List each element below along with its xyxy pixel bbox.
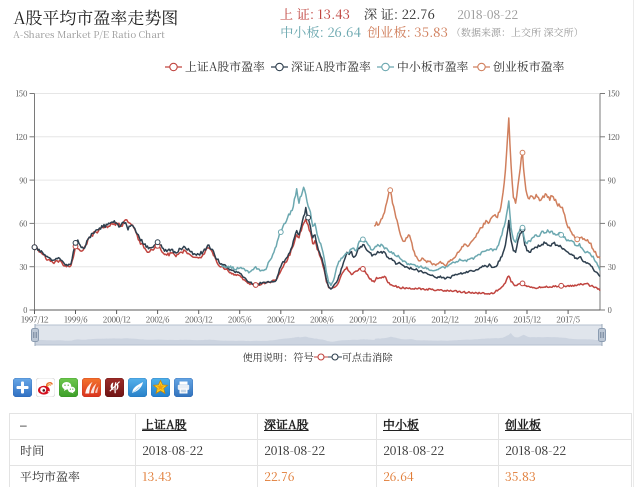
svg-text:2003/12: 2003/12: [185, 313, 213, 325]
svg-text:2008/6: 2008/6: [310, 313, 334, 325]
svg-text:0: 0: [23, 304, 27, 316]
svg-text:2002/6: 2002/6: [146, 313, 170, 325]
svg-text:2000/12: 2000/12: [103, 313, 131, 325]
svg-text:1997/12: 1997/12: [21, 313, 49, 325]
svg-text:2006/12: 2006/12: [267, 313, 295, 325]
svg-text:2009/12: 2009/12: [349, 313, 377, 325]
svg-text:1999/6: 1999/6: [64, 313, 88, 325]
svg-text:90: 90: [19, 174, 27, 186]
svg-text:2017/5: 2017/5: [556, 313, 580, 325]
svg-text:0: 0: [608, 304, 612, 316]
svg-text:60: 60: [19, 218, 27, 230]
svg-text:60: 60: [608, 218, 616, 230]
svg-text:150: 150: [608, 88, 620, 100]
svg-text:120: 120: [608, 131, 620, 143]
svg-text:2015/12: 2015/12: [513, 313, 541, 325]
svg-text:150: 150: [15, 88, 27, 100]
svg-text:120: 120: [15, 131, 27, 143]
svg-text:90: 90: [608, 174, 616, 186]
svg-text:2014/6: 2014/6: [474, 313, 498, 325]
svg-text:2012/12: 2012/12: [431, 313, 459, 325]
svg-text:2005/6: 2005/6: [228, 313, 252, 325]
svg-text:30: 30: [19, 261, 27, 273]
svg-text:2011/6: 2011/6: [392, 313, 416, 325]
svg-text:30: 30: [608, 261, 616, 273]
